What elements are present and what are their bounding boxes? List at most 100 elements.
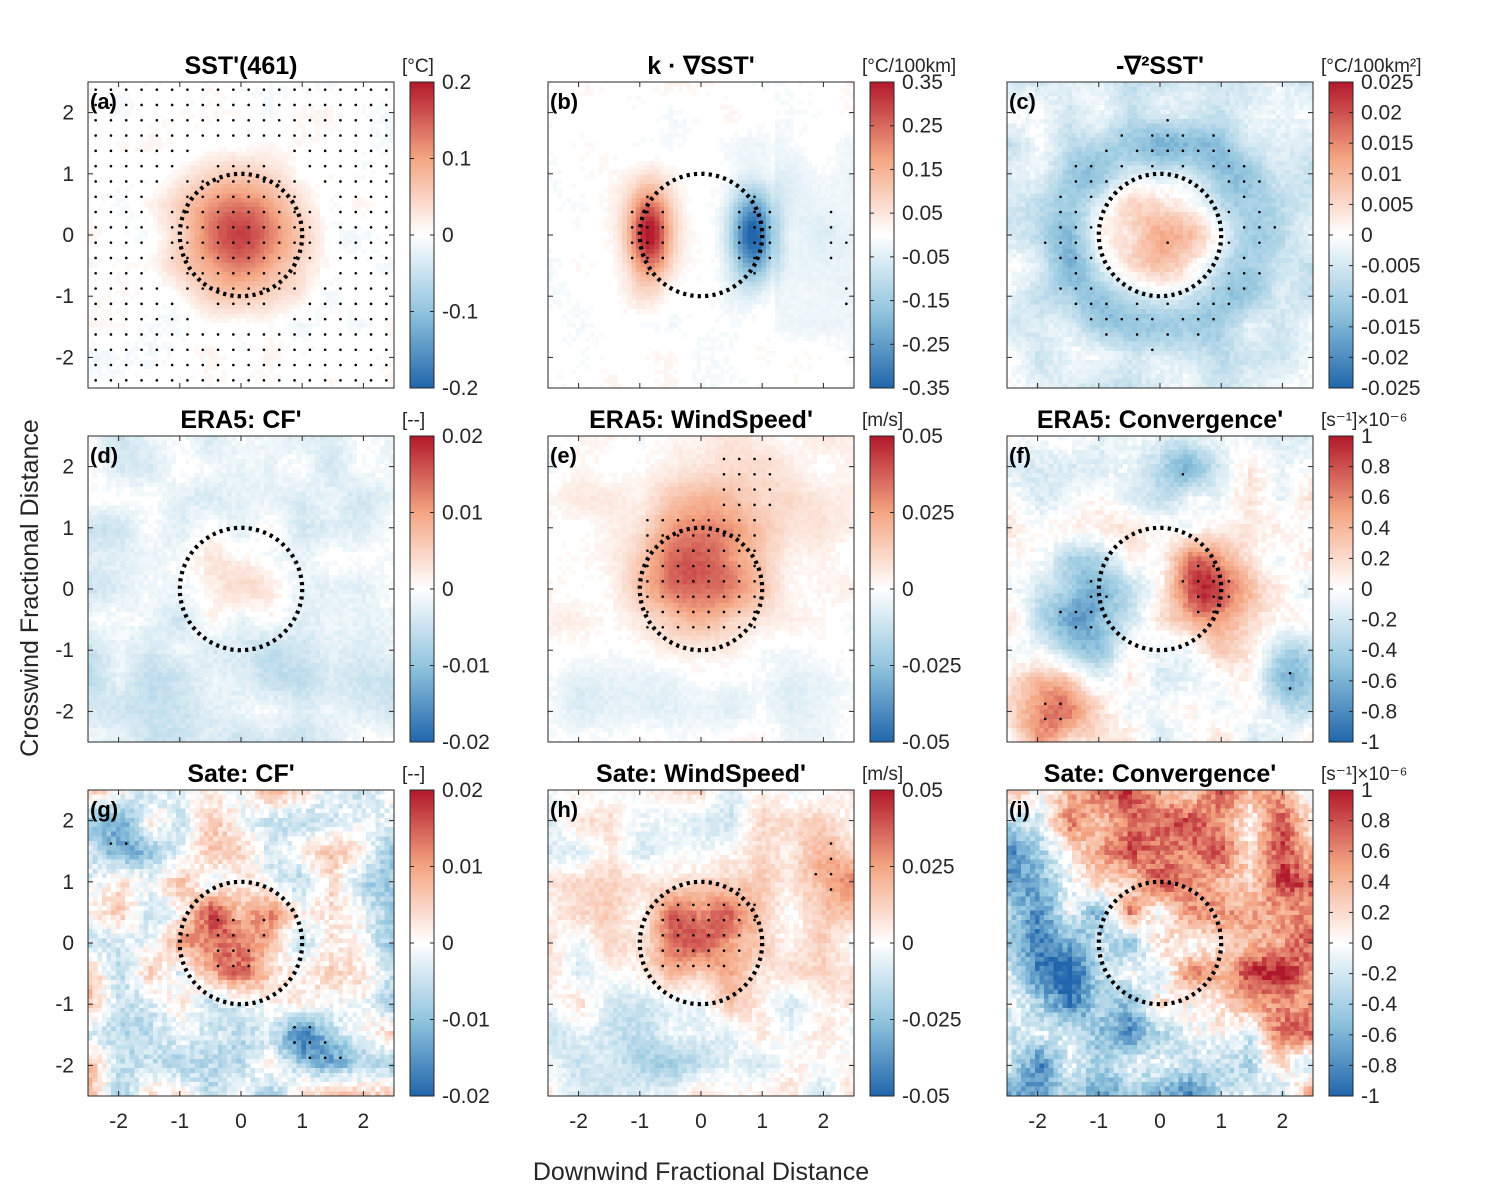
stipple-dot [722,549,726,553]
stipple-dot [753,564,756,568]
stipple-dot [232,348,235,352]
stipple-dot [247,256,250,260]
stipple-dot [308,256,312,260]
colorbar-unit: [°C] [402,56,434,77]
stipple-dot [1181,149,1185,153]
colorbar-tick-label: -0.4 [1361,993,1398,1016]
stipple-dot [1089,226,1093,229]
stipple-dot [232,88,235,91]
colorbar-unit: [s⁻¹]×10⁻⁶ [1321,410,1408,431]
colorbar-tick-label: 0 [1361,578,1373,601]
stipple-dot [124,88,128,91]
stipple-dot [323,118,327,122]
colorbar-tick-label: 0.25 [902,115,943,138]
stipple-dot [737,534,741,537]
stipple-dot [277,348,281,352]
stipple-dot [1258,241,1261,244]
stipple-dot [277,379,281,382]
stipple-dot [1288,687,1292,690]
x-tick-label: 2 [1277,1110,1289,1133]
stipple-dot [829,256,833,260]
stipple-dot [385,363,388,367]
stipple-dot [1059,226,1062,229]
stipple-dot [216,164,220,168]
colorbar-tick-label: -0.2 [1361,963,1397,986]
stipple-dot [247,88,250,91]
stipple-dot [155,88,159,91]
stipple-dot [676,903,680,907]
stipple-dot [369,195,373,199]
x-tick-label: 0 [695,1110,707,1133]
stipple-dot [155,363,159,367]
stipple-dot [737,903,741,907]
stipple-dot [1196,149,1200,153]
stipple-dot [170,363,174,367]
stipple-dot [1166,118,1169,122]
colorbar-tick-label: 0 [1361,224,1373,247]
stipple-dot [369,180,373,183]
colorbar-tick-label: 0.015 [1361,132,1414,155]
stipple-dot [1089,317,1093,321]
stipple-dot [737,256,741,260]
colorbar-tick-label: 0.005 [1361,193,1414,216]
stipple-dot [339,333,342,336]
stipple-dot [293,333,296,336]
stipple-dot [692,595,695,598]
stipple-dot [247,348,250,352]
y-tick-label: -1 [55,639,74,662]
stipple-dot [692,549,695,553]
stipple-dot [262,934,266,937]
stipple-dot [277,287,281,290]
stipple-dot [707,564,710,568]
stipple-dot [737,610,741,614]
stipple-dot [109,149,113,153]
stipple-dot [385,195,388,199]
stipple-dot [692,534,695,537]
stipple-dot [354,210,358,214]
stipple-dot [201,180,205,183]
stipple-dot [722,964,726,968]
stipple-dot [155,134,159,137]
stipple-dot [124,348,128,352]
stipple-dot [1059,610,1062,614]
colorbar-tick-label: -0.02 [442,731,490,754]
stipple-dot [707,595,710,598]
stipple-dot [109,226,113,229]
stipple-dot [186,934,189,937]
stipple-dot [339,164,342,168]
stipple-dot [94,317,97,321]
stipple-dot [262,379,266,382]
stipple-dot [369,210,373,214]
stipple-dot [247,226,250,229]
stipple-dot [94,180,97,183]
stipple-dot [768,503,772,507]
colorbar-tick-label: -0.025 [902,1009,962,1032]
stipple-dot [140,333,143,336]
stipple-dot [186,226,189,229]
colorbar-tick-label: -0.25 [902,333,950,356]
stipple-dot [308,1025,312,1029]
stipple-dot [630,256,634,260]
stipple-dot [308,379,312,382]
x-tick-label: 0 [1154,1110,1166,1133]
stipple-dot [1212,287,1215,290]
stipple-dot [1212,164,1215,168]
stipple-dot [201,271,205,275]
stipple-dot [661,903,665,907]
x-tick-label: -1 [170,1110,189,1133]
stipple-dot [1074,256,1078,260]
stipple-dot [354,118,358,122]
stipple-dot [630,241,634,244]
stipple-dot [369,241,373,244]
stipple-dot [262,118,266,122]
colorbar-tick-label: 0 [1361,932,1373,955]
stipple-dot [109,271,113,275]
stipple-dot [216,118,220,122]
stipple-dot [262,287,266,290]
stipple-dot [646,256,649,260]
stipple-dot [1043,717,1047,721]
colorbar-tick-label: 0.05 [902,779,943,802]
colorbar-tick-label: -0.02 [1361,346,1409,369]
stipple-dot [1196,317,1200,321]
stipple-dot [247,210,250,214]
